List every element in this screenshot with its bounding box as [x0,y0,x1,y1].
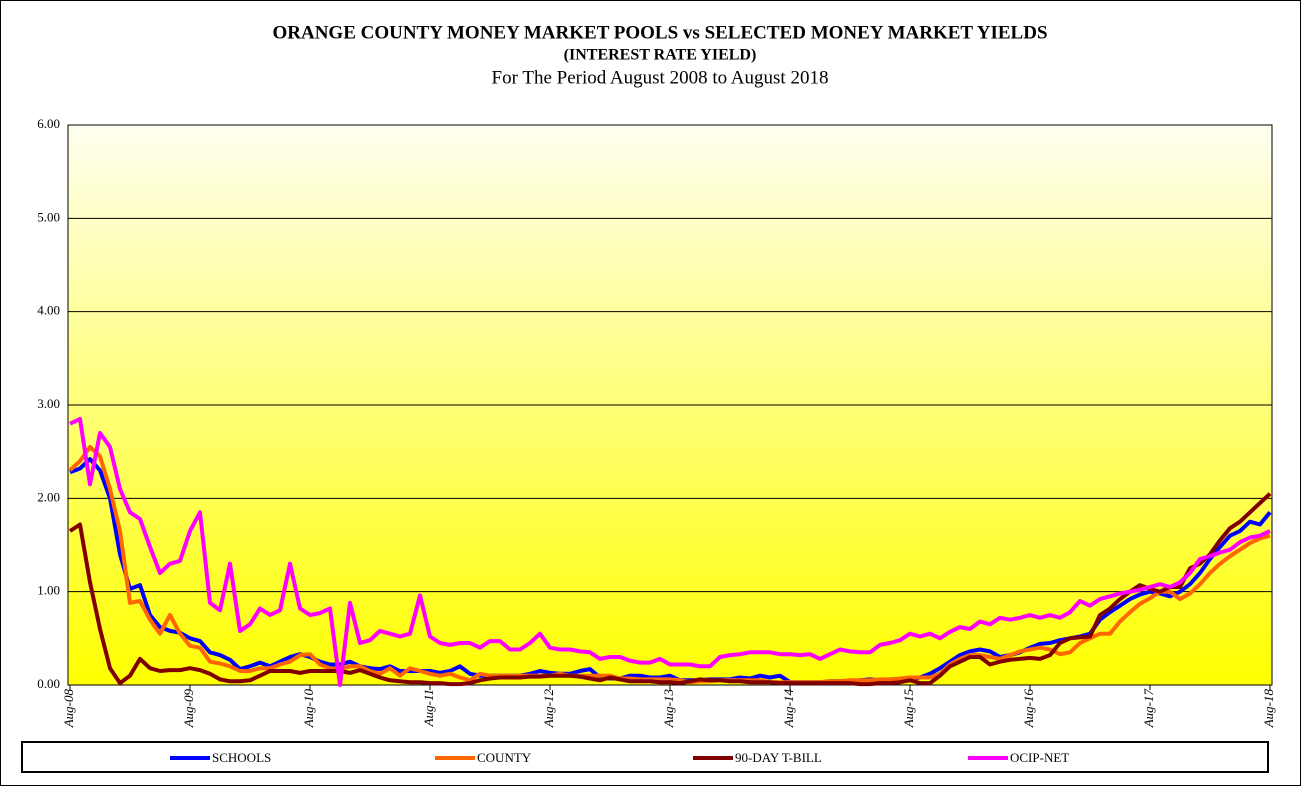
x-tick-label: Aug-12 [541,689,556,729]
x-tick-label: Aug-13 [661,689,676,729]
x-tick-label: Aug-10 [301,689,316,729]
chart-title: ORANGE COUNTY MONEY MARKET POOLS vs SELE… [272,22,1047,43]
x-tick-label: Aug-15 [901,689,916,729]
y-tick-label: 2.00 [37,489,60,504]
chart-subtitle: (INTEREST RATE YIELD) [564,47,757,64]
y-tick-label: 4.00 [37,303,60,318]
x-tick-label: Aug-17 [1141,689,1156,729]
x-tick-label: Aug-11 [421,689,436,727]
y-tick-label: 3.00 [37,396,60,411]
y-tick-label: 0.00 [37,676,60,691]
chart-period: For The Period August 2008 to August 201… [492,67,829,88]
x-tick-label: Aug-14 [781,689,796,729]
x-tick-label: Aug-16 [1021,689,1036,729]
legend [21,741,1269,773]
legend-label: COUNTY [477,750,532,765]
legend-label: 90-DAY T-BILL [735,750,822,765]
y-tick-label: 6.00 [37,116,60,131]
series-line [69,417,1271,687]
series-line [68,492,1272,687]
y-tick-label: 1.00 [37,583,60,598]
y-tick-label: 5.00 [37,209,60,224]
series-line [68,445,1271,685]
legend-label: SCHOOLS [212,750,271,765]
x-tick-label: Aug-09 [181,689,196,729]
legend-label: OCIP-NET [1010,750,1069,765]
x-tick-label: Aug-08 [61,689,76,729]
x-tick-label: Aug-18 [1261,689,1276,729]
